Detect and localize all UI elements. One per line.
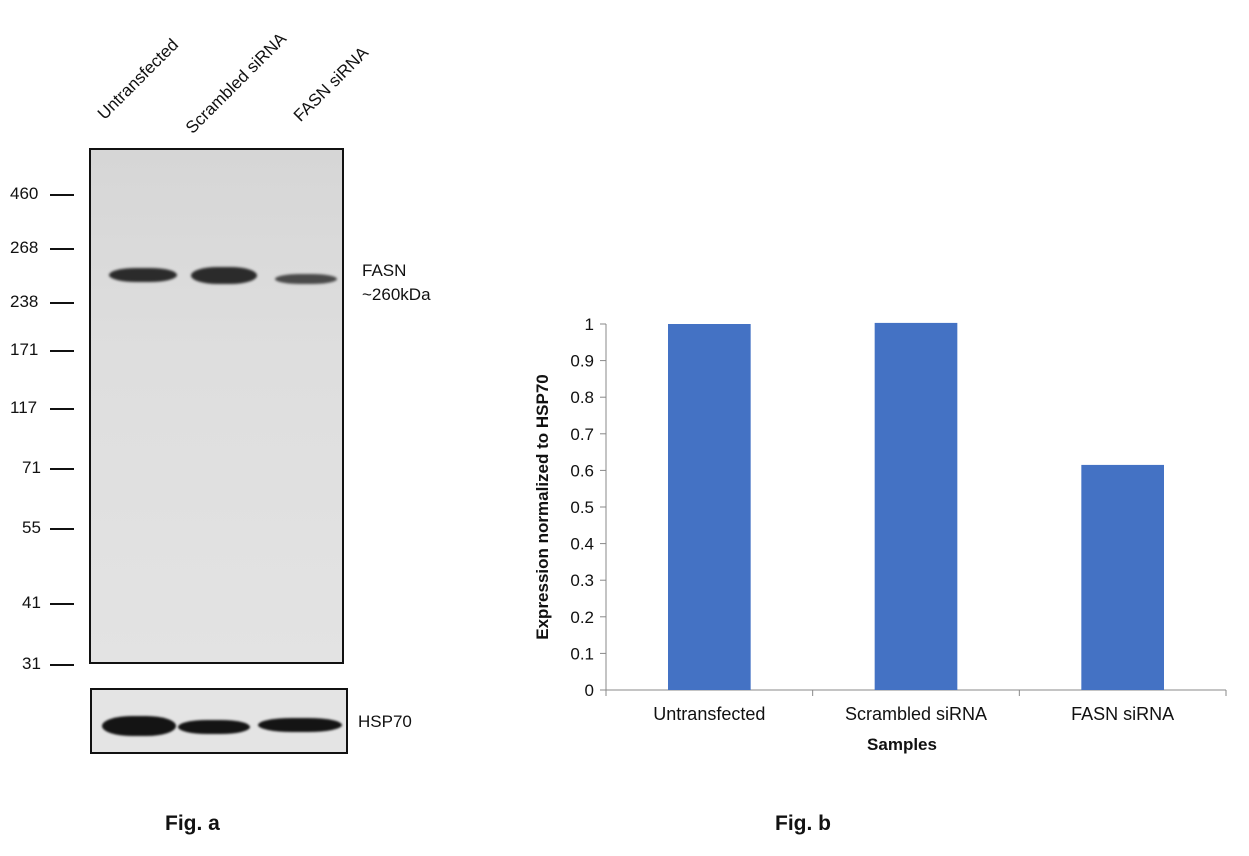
- lane-headers: Untransfected Scrambled siRNA FASN siRNA: [0, 0, 420, 150]
- hsp70-label: HSP70: [358, 712, 412, 731]
- mw-marker-tick: [50, 194, 74, 196]
- mw-marker: 41: [0, 593, 76, 613]
- mw-marker-tick: [50, 350, 74, 352]
- fasn-band: [109, 268, 177, 282]
- x-axis-label: Samples: [867, 735, 937, 754]
- y-tick-label: 0.5: [570, 498, 594, 517]
- fasn-target-label: FASN: [362, 261, 407, 280]
- mw-marker-tick: [50, 664, 74, 666]
- expression-bar-chart: 0 0.1 0.2 0.3 0.4 0.5 0.6 0.7 0.8 0.9 1 Untransfec…: [533, 315, 1227, 754]
- y-tick-label: 0.3: [570, 571, 594, 590]
- mw-marker-tick: [50, 408, 74, 410]
- bars: [668, 322, 1164, 690]
- y-tick-label: 0.9: [570, 352, 594, 371]
- y-tick-label: 0.2: [570, 608, 594, 627]
- mw-marker-label: 55: [22, 518, 41, 537]
- fasn-band: [191, 267, 257, 284]
- mw-marker-label: 268: [10, 238, 39, 257]
- hsp70-band: [178, 720, 250, 734]
- mw-marker-label: 171: [10, 340, 39, 359]
- y-tick-label: 0.7: [570, 425, 594, 444]
- mw-marker: 55: [0, 518, 76, 538]
- y-axis-label: Expression normalized to HSP70: [533, 374, 552, 639]
- mw-marker: 268: [0, 238, 76, 258]
- hsp70-blot-image: [90, 688, 348, 754]
- lane-label: Untransfected: [93, 35, 183, 124]
- mw-marker-label: 460: [10, 184, 39, 203]
- mw-marker-label: 31: [22, 654, 41, 673]
- mw-marker-tick: [50, 468, 74, 470]
- y-axis: 0 0.1 0.2 0.3 0.4 0.5 0.6 0.7 0.8 0.9 1: [570, 315, 607, 700]
- hsp70-band: [102, 716, 176, 736]
- mw-marker-tick: [50, 248, 74, 250]
- hsp70-band: [258, 718, 342, 732]
- fasn-blot-image: [89, 148, 344, 664]
- x-tick-label: Untransfected: [653, 704, 765, 724]
- mw-marker: 31: [0, 654, 76, 674]
- mw-marker: 71: [0, 458, 76, 478]
- lane-label: Scrambled siRNA: [181, 28, 291, 138]
- y-tick-label: 1: [585, 315, 594, 334]
- x-axis: Untransfected Scrambled siRNA FASN siRNA: [605, 689, 1227, 724]
- mw-marker: 460: [0, 184, 76, 204]
- x-tick-label: Scrambled siRNA: [845, 704, 987, 724]
- bar: [1081, 464, 1164, 690]
- y-tick-label: 0.8: [570, 388, 594, 407]
- y-tick-label: 0.1: [570, 644, 594, 663]
- y-tick-label: 0.4: [570, 535, 594, 554]
- lane-label: FASN siRNA: [289, 43, 373, 126]
- mw-marker-tick: [50, 603, 74, 605]
- mw-marker-label: 117: [10, 398, 38, 417]
- mw-marker: 171: [0, 340, 76, 360]
- y-tick-label: 0.6: [570, 461, 594, 480]
- mw-marker-tick: [50, 302, 74, 304]
- x-tick-label: FASN siRNA: [1071, 704, 1174, 724]
- bar: [668, 324, 751, 690]
- fasn-size-label: ~260kDa: [362, 285, 431, 304]
- mw-marker-label: 71: [22, 458, 41, 477]
- bar: [874, 322, 958, 690]
- mw-marker: 117: [0, 398, 76, 418]
- fig-b-caption: Fig. b: [775, 812, 831, 835]
- y-tick-label: 0: [585, 681, 594, 700]
- mw-marker-tick: [50, 528, 74, 530]
- mw-marker-label: 238: [10, 292, 39, 311]
- fig-a-caption: Fig. a: [165, 812, 220, 835]
- fasn-annotation: FASN ~260kDa: [362, 259, 431, 307]
- mw-marker-label: 41: [22, 593, 41, 612]
- mw-marker: 238: [0, 292, 76, 312]
- fasn-band: [275, 274, 337, 284]
